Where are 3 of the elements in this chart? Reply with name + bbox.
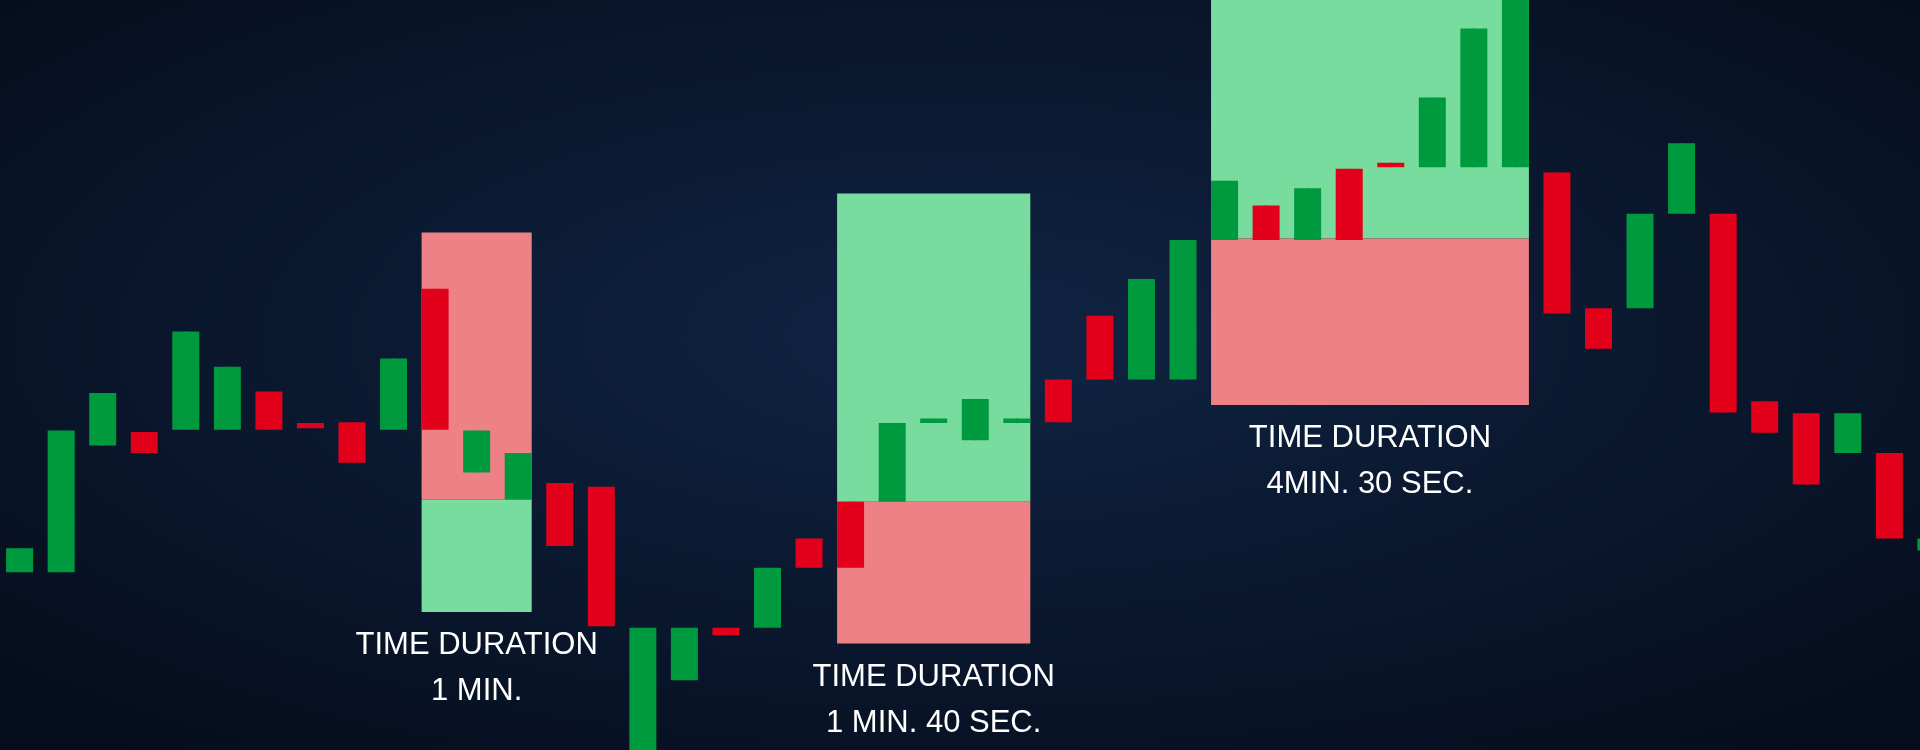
annotation: TIME DURATION 1 MIN. 40 SEC.: [812, 657, 1055, 739]
annotation: TIME DURATION 4MIN. 30 SEC.: [1248, 419, 1492, 500]
annotation: TIME DURATION 1 MIN.: [355, 626, 598, 707]
